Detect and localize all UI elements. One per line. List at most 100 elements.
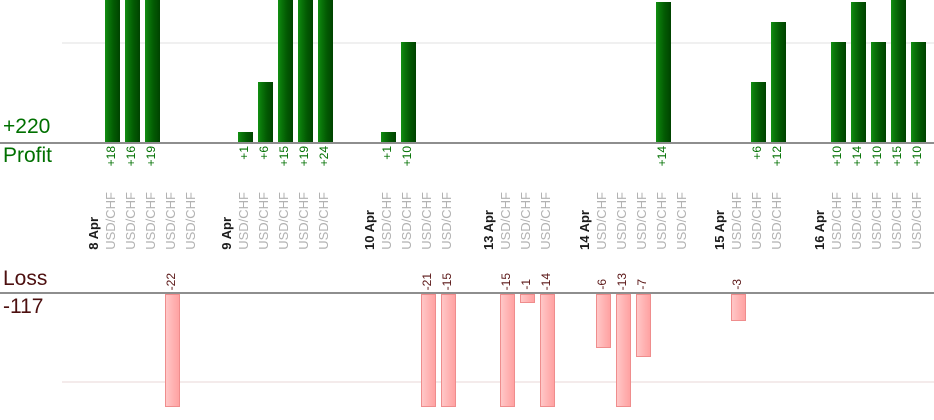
symbol-label: USD/CHF xyxy=(674,192,689,250)
bar-value-label: +10 xyxy=(830,146,844,167)
symbol-label: USD/CHF xyxy=(399,192,414,250)
symbol-label: USD/CHF xyxy=(654,192,669,250)
bar-value-label: -21 xyxy=(420,272,434,290)
symbol-label: USD/CHF xyxy=(634,192,649,250)
profit-bar xyxy=(381,132,396,142)
symbol-label: USD/CHF xyxy=(183,192,198,250)
symbol-label: USD/CHF xyxy=(889,192,904,250)
profit-bar xyxy=(401,42,416,142)
loss-bar xyxy=(731,294,746,321)
date-label: 8 Apr xyxy=(86,217,101,250)
symbol-label: USD/CHF xyxy=(163,192,178,250)
loss-bar xyxy=(616,294,631,407)
date-label: 9 Apr xyxy=(219,217,234,250)
symbol-label: USD/CHF xyxy=(236,192,251,250)
symbol-label: USD/CHF xyxy=(123,192,138,250)
symbol-label: USD/CHF xyxy=(379,192,394,250)
profit-bar xyxy=(105,0,120,142)
bar-value-label: -15 xyxy=(440,272,454,290)
bar-value-label: +14 xyxy=(850,146,864,167)
date-label: 13 Apr xyxy=(481,210,496,250)
loss-axis-label: Loss xyxy=(3,267,48,290)
profit-bar xyxy=(656,2,671,142)
symbol-label: USD/CHF xyxy=(498,192,513,250)
profit-axis-label: Profit xyxy=(3,144,53,167)
profit-bar xyxy=(851,2,866,142)
profit-axis-line xyxy=(0,142,934,144)
bar-value-label: -22 xyxy=(164,272,178,290)
symbol-label: USD/CHF xyxy=(296,192,311,250)
profit-bar xyxy=(318,0,333,142)
loss-total-value: -117 xyxy=(3,295,44,318)
bar-value-label: +19 xyxy=(144,146,158,167)
date-label: 10 Apr xyxy=(362,210,377,250)
symbol-label: USD/CHF xyxy=(439,192,454,250)
profit-bar xyxy=(831,42,846,142)
symbol-label: USD/CHF xyxy=(869,192,884,250)
profit-total-value: +220 xyxy=(3,115,51,138)
profit-bar xyxy=(871,42,886,142)
bar-value-label: +10 xyxy=(870,146,884,167)
symbol-label: USD/CHF xyxy=(419,192,434,250)
bar-value-label: -14 xyxy=(539,272,553,290)
loss-bar xyxy=(165,294,180,407)
profit-bars-area xyxy=(0,0,934,142)
symbol-label: USD/CHF xyxy=(518,192,533,250)
loss-bar xyxy=(596,294,611,348)
symbol-label: USD/CHF xyxy=(909,192,924,250)
loss-bar xyxy=(540,294,555,407)
bar-value-label: -1 xyxy=(519,279,533,290)
date-label: 16 Apr xyxy=(812,210,827,250)
symbol-label: USD/CHF xyxy=(103,192,118,250)
symbol-label: USD/CHF xyxy=(614,192,629,250)
profit-gridline xyxy=(62,42,934,44)
profit-bar xyxy=(125,0,140,142)
bar-value-label: -6 xyxy=(595,279,609,290)
bar-value-label: +16 xyxy=(124,146,138,167)
bar-value-label: +19 xyxy=(297,146,311,167)
symbol-label: USD/CHF xyxy=(749,192,764,250)
bar-value-label: +1 xyxy=(380,146,394,160)
loss-bars-area xyxy=(0,294,934,407)
profit-bar xyxy=(238,132,253,142)
symbol-label: USD/CHF xyxy=(143,192,158,250)
loss-axis-line xyxy=(0,292,934,294)
bar-value-label: -15 xyxy=(499,272,513,290)
profit-bar xyxy=(891,0,906,142)
bar-value-label: +14 xyxy=(655,146,669,167)
loss-bar xyxy=(421,294,436,407)
bar-value-label: +1 xyxy=(237,146,251,160)
bar-value-label: +6 xyxy=(257,146,271,160)
symbol-label: USD/CHF xyxy=(849,192,864,250)
bar-value-label: +6 xyxy=(750,146,764,160)
bar-value-label: +18 xyxy=(104,146,118,167)
bar-value-label: +12 xyxy=(770,146,784,167)
bar-value-label: +10 xyxy=(910,146,924,167)
date-label: 15 Apr xyxy=(712,210,727,250)
symbol-label: USD/CHF xyxy=(256,192,271,250)
profit-bar xyxy=(771,22,786,142)
profit-bar xyxy=(298,0,313,142)
date-label: 14 Apr xyxy=(577,210,592,250)
symbol-label: USD/CHF xyxy=(594,192,609,250)
bar-value-label: +24 xyxy=(317,146,331,167)
profit-bar xyxy=(278,0,293,142)
bar-value-label: -13 xyxy=(615,272,629,290)
symbol-label: USD/CHF xyxy=(538,192,553,250)
profit-bar xyxy=(911,42,926,142)
bar-value-label: +10 xyxy=(400,146,414,167)
symbol-label: USD/CHF xyxy=(829,192,844,250)
profit-bar xyxy=(258,82,273,142)
loss-bar xyxy=(520,294,535,303)
symbol-label: USD/CHF xyxy=(316,192,331,250)
bar-value-label: -3 xyxy=(730,279,744,290)
symbol-label: USD/CHF xyxy=(276,192,291,250)
bar-value-label: +15 xyxy=(890,146,904,167)
symbol-label: USD/CHF xyxy=(769,192,784,250)
loss-bar xyxy=(441,294,456,407)
loss-bar xyxy=(500,294,515,407)
loss-bar xyxy=(636,294,651,357)
loss-gridline xyxy=(62,381,934,383)
profit-bar xyxy=(751,82,766,142)
